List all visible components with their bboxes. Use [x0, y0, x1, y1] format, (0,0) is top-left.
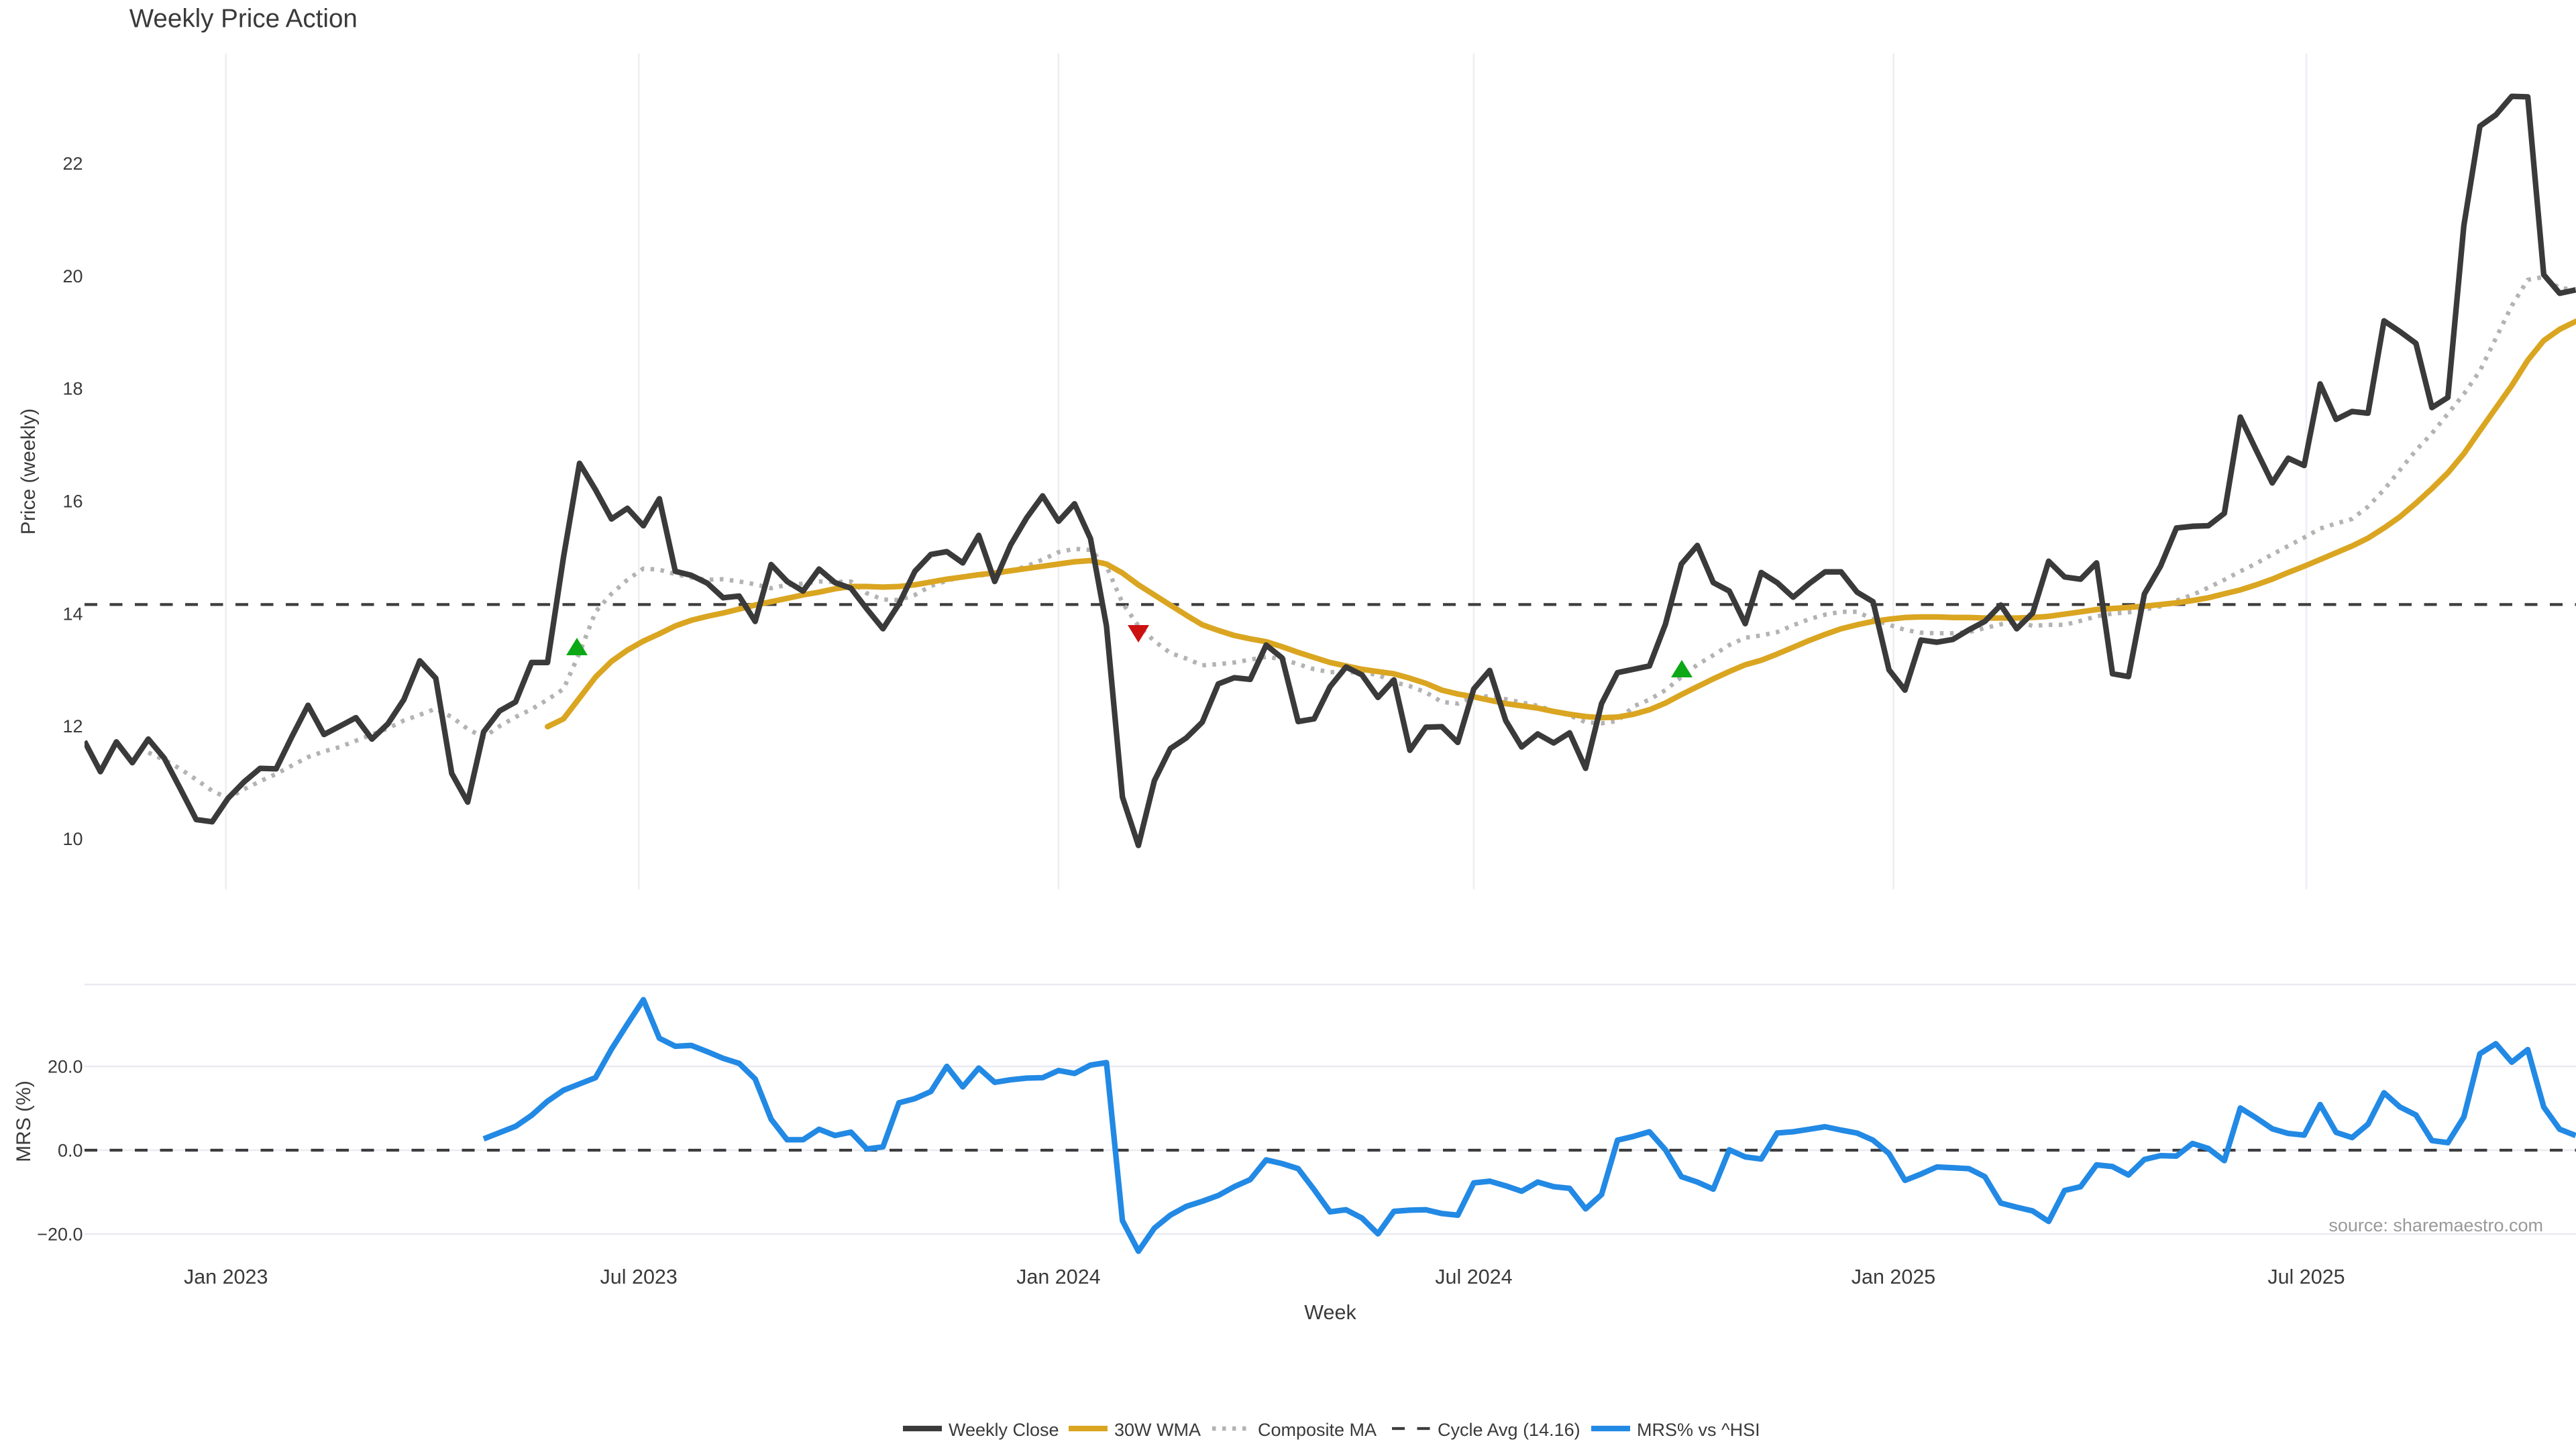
svg-text:source: sharemaestro.com: source: sharemaestro.com — [2328, 1215, 2543, 1235]
svg-text:0.0: 0.0 — [58, 1141, 83, 1161]
svg-text:30W WMA: 30W WMA — [1114, 1420, 1201, 1440]
svg-text:10: 10 — [62, 829, 83, 849]
svg-text:14: 14 — [62, 604, 83, 624]
svg-text:Jan 2025: Jan 2025 — [1851, 1266, 1936, 1288]
svg-text:Jul 2024: Jul 2024 — [1435, 1266, 1512, 1288]
svg-text:Cycle Avg (14.16): Cycle Avg (14.16) — [1438, 1420, 1580, 1440]
svg-text:Jul 2025: Jul 2025 — [2267, 1266, 2345, 1288]
svg-text:MRS% vs ^HSI: MRS% vs ^HSI — [1637, 1420, 1760, 1440]
svg-text:Composite MA: Composite MA — [1258, 1420, 1377, 1440]
svg-text:MRS (%): MRS (%) — [13, 1080, 35, 1162]
svg-text:20.0: 20.0 — [48, 1057, 83, 1077]
svg-text:12: 12 — [62, 716, 83, 736]
svg-text:Jan 2024: Jan 2024 — [1016, 1266, 1101, 1288]
svg-text:16: 16 — [62, 491, 83, 511]
svg-text:Weekly Close: Weekly Close — [949, 1420, 1059, 1440]
svg-text:18: 18 — [62, 379, 83, 399]
svg-text:20: 20 — [62, 266, 83, 286]
svg-text:Weekly Price Action: Weekly Price Action — [129, 5, 358, 34]
svg-text:−20.0: −20.0 — [37, 1225, 83, 1245]
svg-text:Jan 2023: Jan 2023 — [184, 1266, 268, 1288]
svg-text:Price (weekly): Price (weekly) — [17, 408, 40, 535]
svg-text:Week: Week — [1304, 1301, 1356, 1324]
svg-text:22: 22 — [62, 154, 83, 174]
svg-text:Jul 2023: Jul 2023 — [600, 1266, 678, 1288]
